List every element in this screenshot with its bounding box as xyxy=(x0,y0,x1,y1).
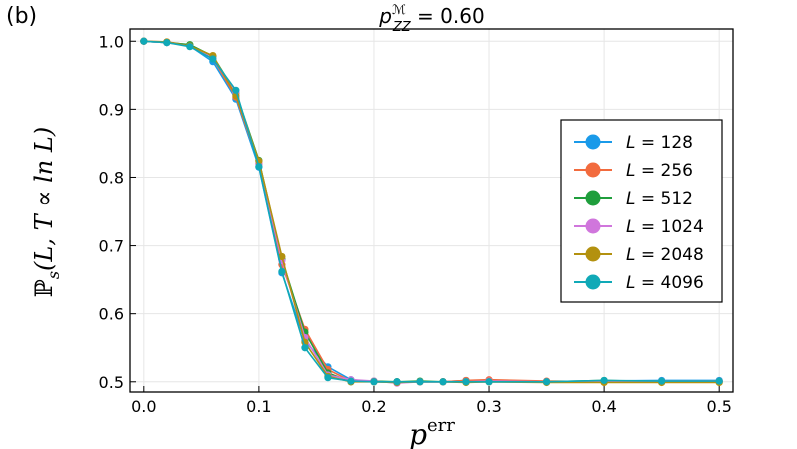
y-tick-label: 0.9 xyxy=(99,100,124,119)
data-point xyxy=(416,378,424,386)
ylabel-post: (L, T ∝ ln L) xyxy=(30,127,58,271)
data-point xyxy=(278,267,286,276)
legend-marker xyxy=(585,190,601,206)
title-base: p xyxy=(378,4,392,28)
legend-entry: L = 256 xyxy=(574,161,693,181)
legend-label-var: L xyxy=(626,273,635,293)
legend-entry: L = 128 xyxy=(574,133,693,153)
x-axis-label: perr xyxy=(409,415,455,449)
legend-label-var: L xyxy=(626,245,635,265)
title-eq: = 0.60 xyxy=(411,4,485,28)
x-tick-label: 0.3 xyxy=(476,397,501,416)
y-tick-label: 0.7 xyxy=(99,237,124,256)
data-point xyxy=(715,377,723,385)
series-line xyxy=(143,40,720,383)
data-point xyxy=(301,344,309,352)
x-tick-label: 0.5 xyxy=(706,397,731,416)
data-point xyxy=(347,377,355,385)
data-point xyxy=(163,39,171,47)
legend-label-value: = 2048 xyxy=(635,245,703,265)
xlabel-sup: err xyxy=(427,415,455,436)
legend-label-value: = 1024 xyxy=(635,217,703,237)
legend-label: L = 1024 xyxy=(626,217,704,237)
data-point xyxy=(324,374,332,382)
data-point xyxy=(186,43,194,51)
ylabel-pre: ℙ xyxy=(30,279,58,297)
y-tick-label: 1.0 xyxy=(99,32,124,51)
data-point xyxy=(600,376,608,385)
plot-area xyxy=(140,37,723,387)
data-point xyxy=(140,37,148,45)
x-tick-label: 0.2 xyxy=(361,397,386,416)
legend-marker xyxy=(585,162,601,178)
data-point xyxy=(209,55,217,63)
title-sup: ℳ xyxy=(392,3,406,18)
legend-marker xyxy=(585,246,601,262)
legend-label: L = 4096 xyxy=(626,273,704,293)
legend-label-var: L xyxy=(626,161,635,181)
series-5 xyxy=(140,37,723,386)
y-tick-label: 0.8 xyxy=(99,168,124,187)
plot-frame xyxy=(129,28,734,393)
data-point xyxy=(542,378,551,386)
axis-ticks: 0.0 0.1 0.2 0.3 0.4 0.5 0.5 0.6 0.7 0.8 0.9 1.0 xyxy=(99,32,732,416)
x-tick-label: 0.4 xyxy=(591,397,616,416)
x-tick-label: 0.1 xyxy=(246,397,271,416)
x-tick-label: 0.0 xyxy=(131,397,156,416)
legend-label-value: = 256 xyxy=(635,161,693,181)
panel-label: (b) xyxy=(6,4,38,29)
legend-entry: L = 2048 xyxy=(574,245,704,265)
y-tick-label: 0.5 xyxy=(99,373,124,392)
legend-label: L = 512 xyxy=(626,189,693,209)
legend-label: L = 256 xyxy=(626,161,693,181)
ylabel-sub: s xyxy=(44,271,63,279)
chart-title: pℳ ZZ = 0.60 xyxy=(378,3,484,35)
legend-label-value: = 512 xyxy=(635,189,693,209)
legend-marker xyxy=(585,134,601,150)
y-tick-label: 0.6 xyxy=(99,305,124,324)
xlabel-base: p xyxy=(409,418,427,449)
data-point xyxy=(658,377,666,385)
legend-label: L = 128 xyxy=(626,133,693,153)
legend-label-value: = 4096 xyxy=(635,273,703,293)
legend-label-var: L xyxy=(626,189,635,209)
title-sub: ZZ xyxy=(392,20,412,35)
legend-marker xyxy=(585,274,601,290)
legend-entry: L = 512 xyxy=(574,189,693,209)
legend-label-var: L xyxy=(626,217,635,237)
legend-entry: L = 4096 xyxy=(574,273,704,293)
legend-entry: L = 1024 xyxy=(574,217,704,237)
data-point xyxy=(439,378,447,386)
data-point xyxy=(232,86,240,94)
y-axis-label: ℙs(L, T ∝ ln L) xyxy=(30,127,63,297)
data-point xyxy=(370,378,378,386)
data-point xyxy=(393,378,401,386)
legend-label: L = 2048 xyxy=(626,245,704,265)
data-point xyxy=(255,162,263,171)
data-point xyxy=(462,378,470,386)
data-point xyxy=(485,378,493,386)
legend-box xyxy=(560,119,723,303)
legend-label-var: L xyxy=(626,133,635,153)
legend-marker xyxy=(585,218,601,234)
legend-label-value: = 128 xyxy=(635,133,693,153)
data-point xyxy=(278,252,286,261)
